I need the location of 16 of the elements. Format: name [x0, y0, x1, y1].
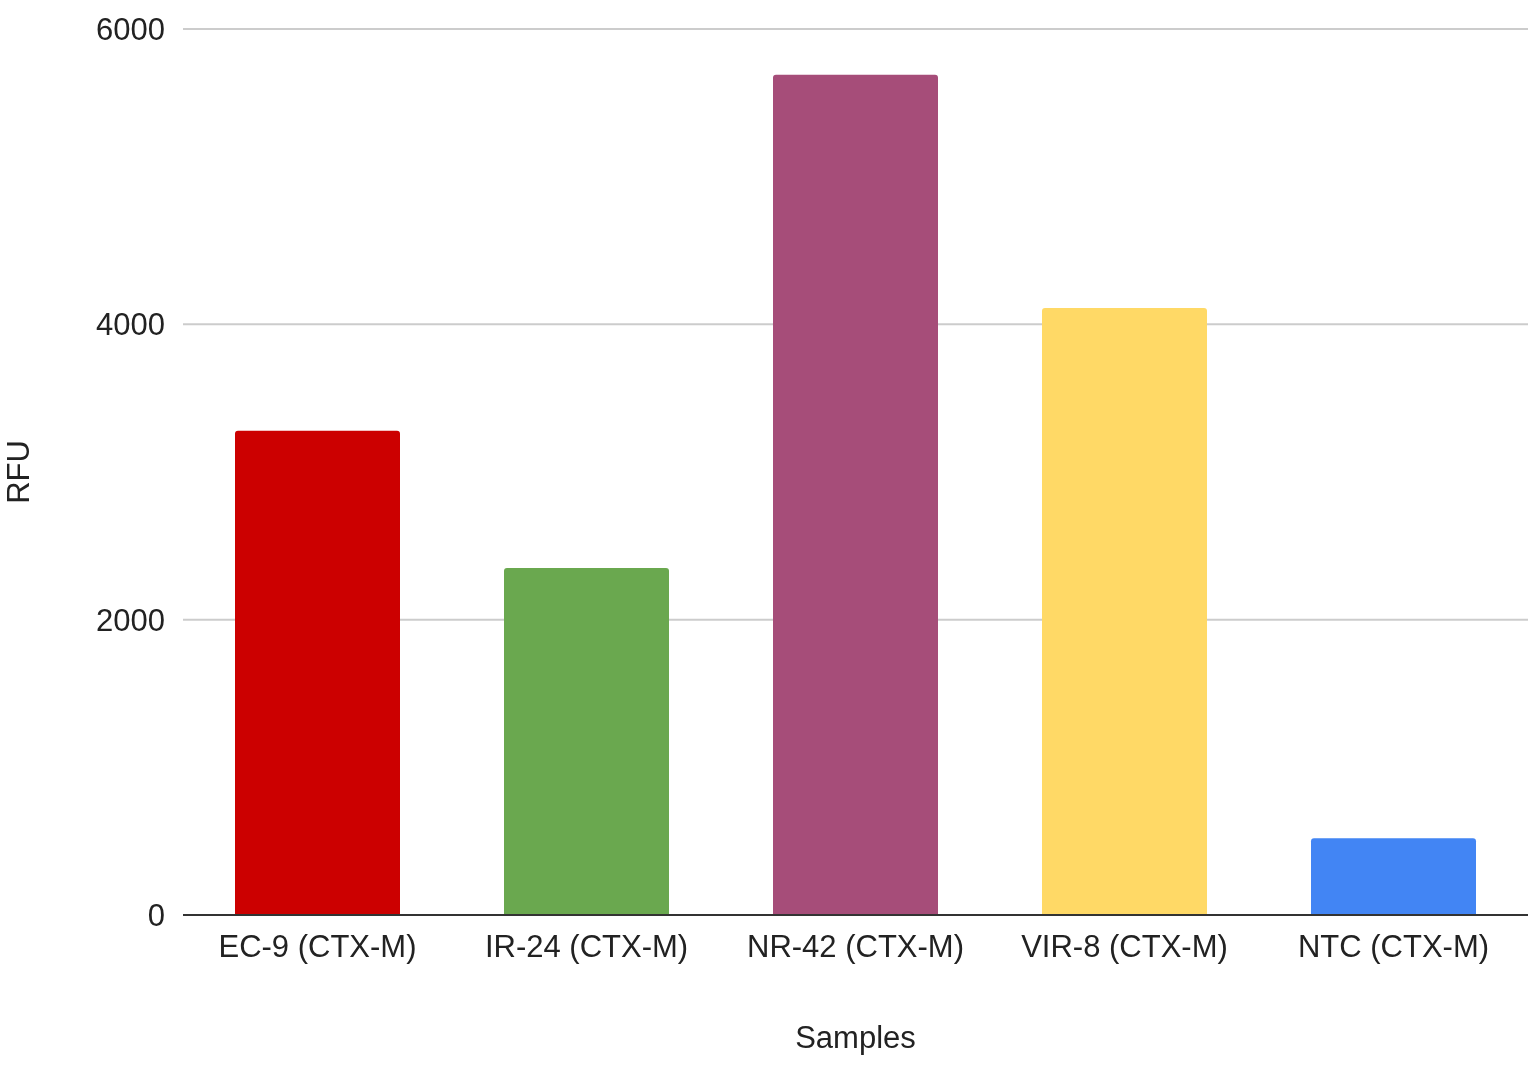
x-tick-label: EC-9 (CTX-M) [218, 929, 417, 965]
bar [1042, 308, 1207, 915]
y-tick-label: 2000 [96, 602, 165, 638]
y-tick-label: 0 [147, 898, 165, 934]
bar [1311, 838, 1476, 915]
x-tick-label: NR-42 (CTX-M) [747, 929, 964, 965]
bar [504, 567, 669, 915]
x-tick-label: IR-24 (CTX-M) [484, 929, 689, 965]
y-tick-label: 4000 [96, 307, 165, 343]
bar [235, 430, 400, 915]
x-axis-title: Samples [795, 1020, 916, 1055]
y-tick-label: 6000 [96, 12, 165, 48]
y-axis-title: RFU [1, 440, 37, 504]
x-tick-label: VIR-8 (CTX-M) [1021, 929, 1228, 965]
x-tick-label: NTC (CTX-M) [1297, 929, 1490, 965]
bar [773, 74, 938, 915]
